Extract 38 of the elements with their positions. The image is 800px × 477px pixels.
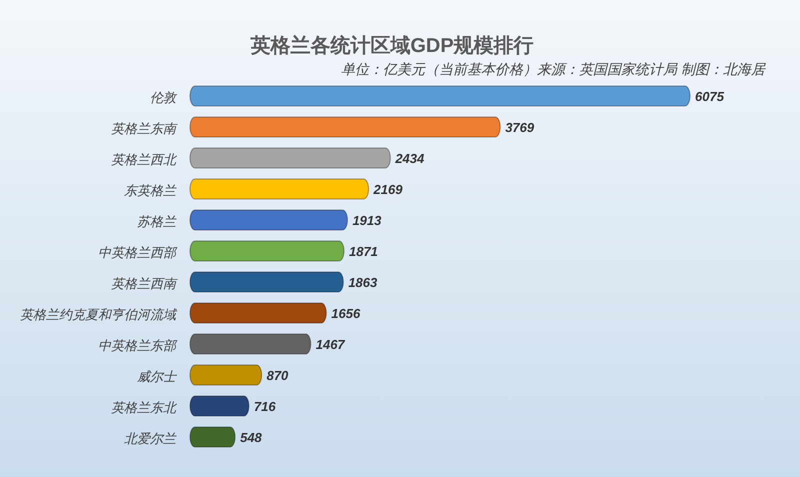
y-tick-label: 英格兰约克夏和亨伯河流域 <box>20 307 178 322</box>
bar <box>190 364 262 386</box>
data-label: 1863 <box>348 275 378 290</box>
bar <box>190 302 327 324</box>
y-tick-label: 苏格兰 <box>137 214 177 229</box>
y-tick-label: 中英格兰东部 <box>98 338 178 353</box>
y-tick-label: 北爱尔兰 <box>124 431 177 446</box>
bar <box>190 396 250 416</box>
data-label: 2169 <box>372 182 404 197</box>
y-tick-label: 英格兰西南 <box>111 276 178 291</box>
y-tick-label: 中英格兰西部 <box>98 245 178 260</box>
bar <box>190 178 370 200</box>
bar <box>190 210 348 230</box>
data-label: 1656 <box>331 306 361 321</box>
data-label: 1913 <box>352 213 382 228</box>
y-tick-label: 伦敦 <box>150 90 178 105</box>
data-label: 870 <box>266 368 290 383</box>
y-tick-label: 英格兰东南 <box>111 121 178 136</box>
bar <box>190 334 312 354</box>
y-tick-label: 东英格兰 <box>124 183 177 198</box>
y-tick-label: 英格兰西北 <box>111 152 178 167</box>
bar <box>190 426 236 448</box>
bar <box>190 148 391 168</box>
data-label: 6075 <box>695 89 725 104</box>
chart-title: 英格兰各统计区域GDP规模排行 <box>249 34 534 57</box>
chart-subtitle: 单位：亿美元（当前基本价格）来源：英国国家统计局 制图：北海居 <box>341 61 766 77</box>
data-label: 3769 <box>505 120 535 135</box>
data-label: 2434 <box>394 151 426 166</box>
bar <box>190 116 501 138</box>
y-tick-label: 威尔士 <box>137 369 178 384</box>
bar <box>190 240 344 262</box>
data-label: 1467 <box>316 337 346 352</box>
data-label: 548 <box>240 430 263 445</box>
y-tick-label: 英格兰东北 <box>111 400 178 415</box>
data-label: 716 <box>254 399 276 414</box>
data-label: 1871 <box>348 244 378 259</box>
bar <box>190 272 344 292</box>
bar <box>190 86 690 106</box>
